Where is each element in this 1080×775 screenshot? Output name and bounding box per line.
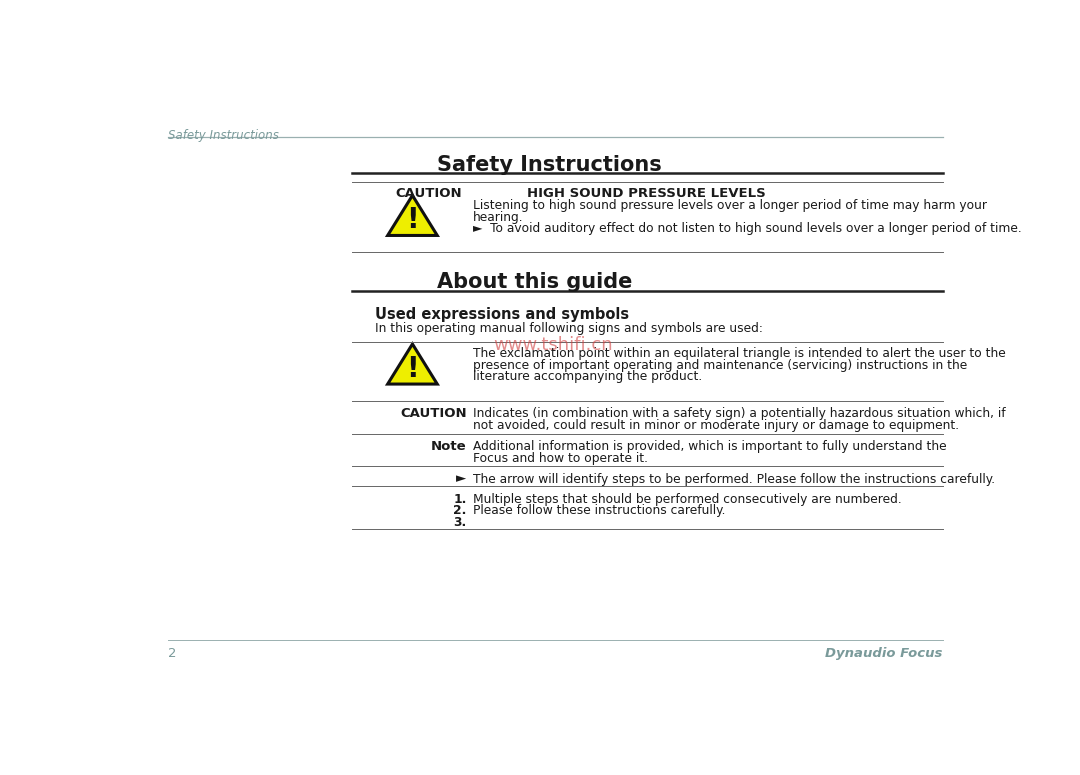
Text: Dynaudio Focus: Dynaudio Focus — [825, 647, 943, 660]
Text: CAUTION: CAUTION — [395, 187, 462, 200]
Text: Multiple steps that should be performed consecutively are numbered.: Multiple steps that should be performed … — [473, 493, 902, 505]
Text: 2.: 2. — [454, 505, 467, 517]
Text: HIGH SOUND PRESSURE LEVELS: HIGH SOUND PRESSURE LEVELS — [527, 187, 766, 200]
Polygon shape — [388, 195, 437, 236]
Text: !: ! — [406, 206, 419, 234]
Text: Focus and how to operate it.: Focus and how to operate it. — [473, 452, 648, 465]
Text: ►  To avoid auditory effect do not listen to high sound levels over a longer per: ► To avoid auditory effect do not listen… — [473, 222, 1022, 235]
Text: CAUTION: CAUTION — [400, 407, 467, 420]
Text: Indicates (in combination with a safety sign) a potentially hazardous situation : Indicates (in combination with a safety … — [473, 407, 1005, 420]
Text: literature accompanying the product.: literature accompanying the product. — [473, 370, 702, 383]
Text: not avoided, could result in minor or moderate injury or damage to equipment.: not avoided, could result in minor or mo… — [473, 418, 959, 432]
Text: Additional information is provided, which is important to fully understand the: Additional information is provided, whic… — [473, 440, 946, 453]
Text: hearing.: hearing. — [473, 211, 524, 224]
Text: Note: Note — [431, 440, 467, 453]
Text: !: ! — [406, 355, 419, 383]
Text: In this operating manual following signs and symbols are used:: In this operating manual following signs… — [375, 322, 764, 336]
Text: Safety Instructions: Safety Instructions — [437, 154, 662, 174]
Text: About this guide: About this guide — [437, 272, 633, 291]
Text: 2: 2 — [167, 647, 176, 660]
Text: presence of important operating and maintenance (servicing) instructions in the: presence of important operating and main… — [473, 359, 968, 372]
Text: 1.: 1. — [454, 493, 467, 505]
Text: ►: ► — [457, 473, 467, 486]
Text: The exclamation point within an equilateral triangle is intended to alert the us: The exclamation point within an equilate… — [473, 347, 1005, 360]
Text: The arrow will identify steps to be performed. Please follow the instructions ca: The arrow will identify steps to be perf… — [473, 473, 995, 486]
Text: Used expressions and symbols: Used expressions and symbols — [375, 307, 630, 322]
Text: Please follow these instructions carefully.: Please follow these instructions careful… — [473, 505, 726, 517]
Text: Safety Instructions: Safety Instructions — [167, 129, 279, 142]
Text: 3.: 3. — [454, 515, 467, 529]
Text: Listening to high sound pressure levels over a longer period of time may harm yo: Listening to high sound pressure levels … — [473, 199, 987, 212]
Polygon shape — [388, 344, 437, 384]
Text: www.tshifi.cn: www.tshifi.cn — [494, 336, 613, 353]
